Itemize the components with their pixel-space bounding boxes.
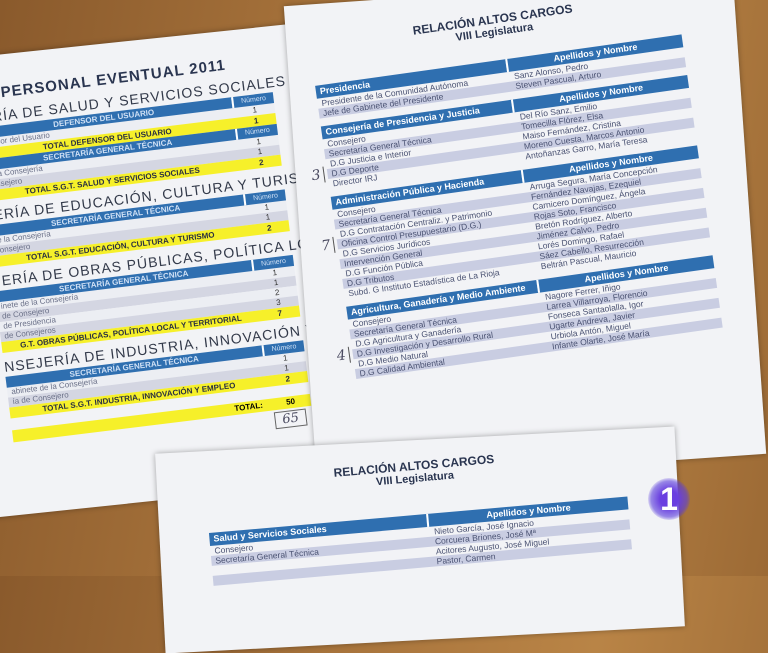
left-doc-sections: JERÍA DE SALUD Y SERVICIOS SOCIALES DEFEN… [0, 73, 461, 419]
personal-eventual-document: PERSONAL EVENTUAL 2011 JERÍA DE SALUD Y … [0, 51, 461, 461]
channel-logo: 1 [648, 478, 690, 520]
handwritten-margin-note: 7 [320, 236, 336, 255]
right-doc-tables: Presidencia Apellidos y Nombre Presidente … [310, 34, 723, 380]
handwritten-margin-note: 4 [335, 346, 351, 365]
altos-cargos-document: RELACIÓN ALTOS CARGOS VIII Legislatura P… [310, 1, 723, 380]
handwritten-margin-note: 3 [310, 166, 326, 185]
